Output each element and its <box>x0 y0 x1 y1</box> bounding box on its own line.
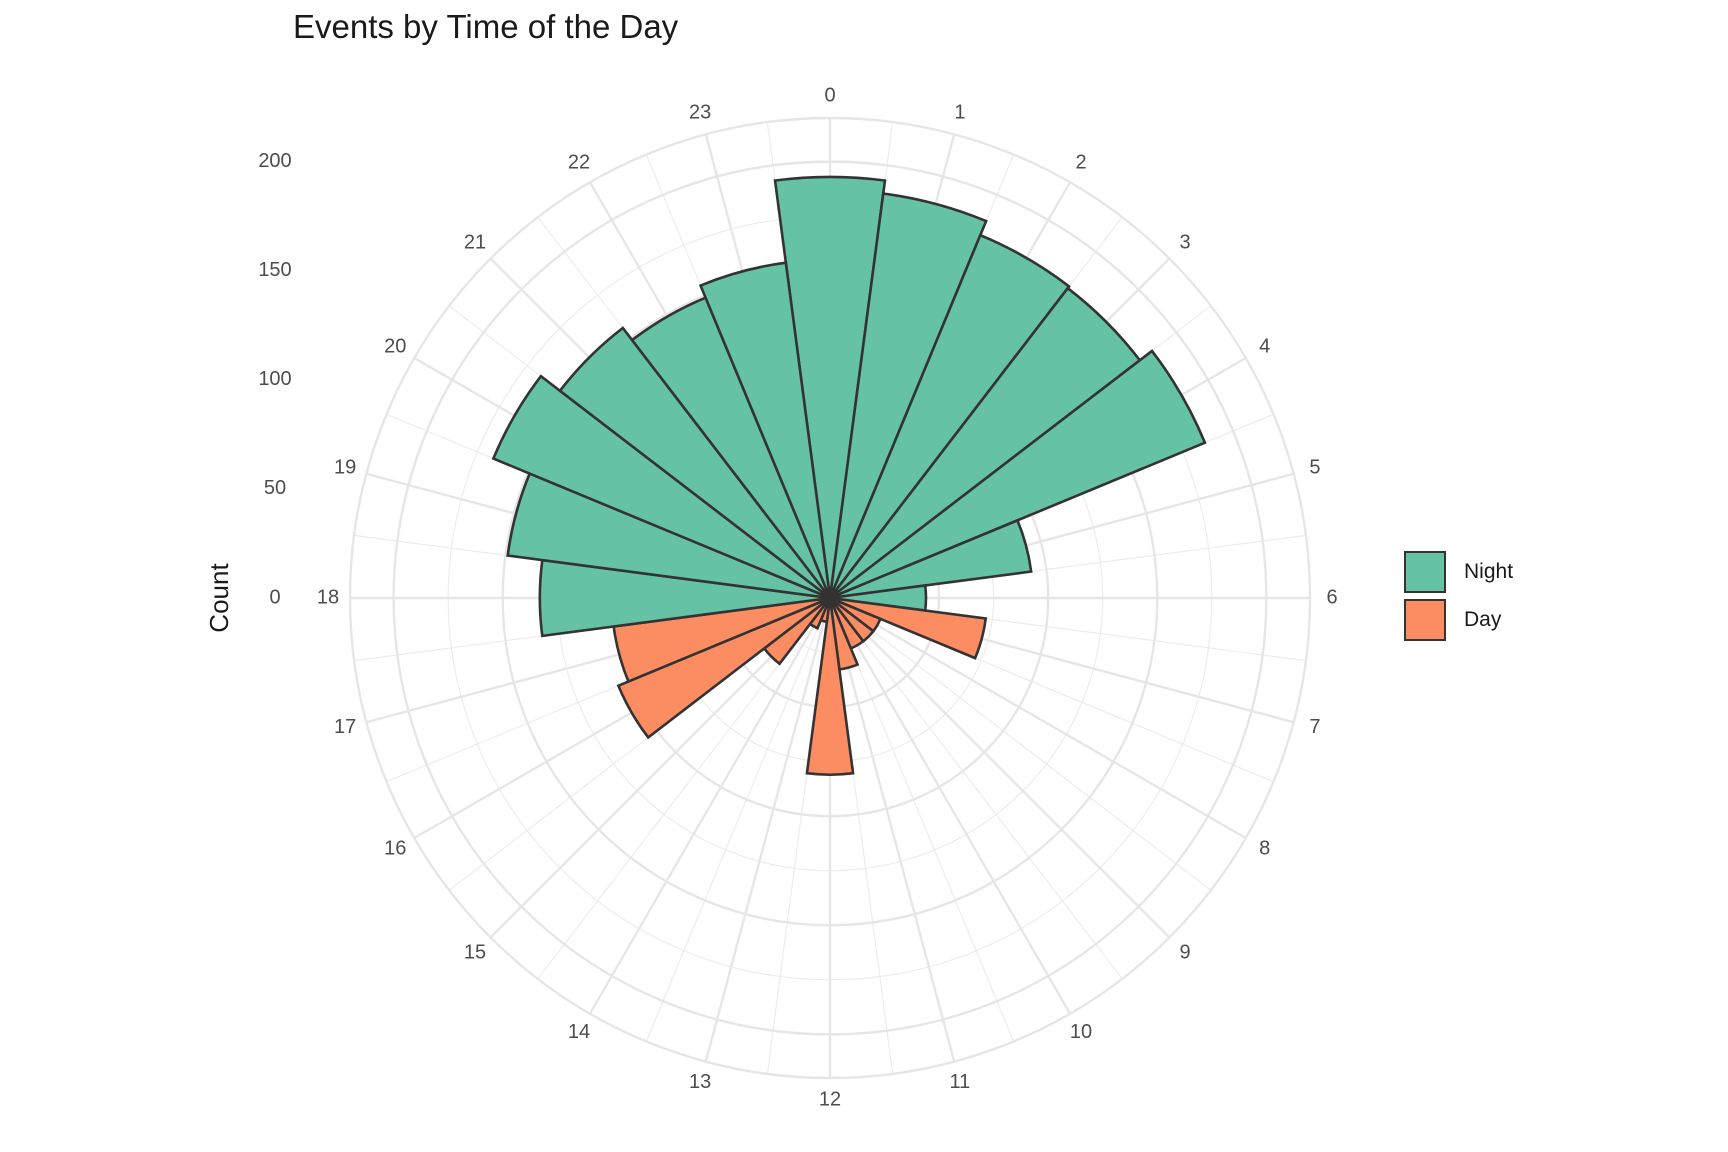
legend-item-day: Day <box>1404 596 1513 644</box>
legend-item-night: Night <box>1404 548 1513 596</box>
grid-spoke <box>588 597 832 1015</box>
hour-label-5: 5 <box>1309 456 1320 478</box>
y-axis-label: Count <box>204 563 234 633</box>
grid-spoke-minor <box>829 597 1123 980</box>
hour-label-17: 17 <box>334 716 356 738</box>
hour-label-4: 4 <box>1259 335 1270 357</box>
grid-spoke-minor <box>829 597 1212 891</box>
hour-label-10: 10 <box>1070 1021 1092 1043</box>
legend: Night Day <box>1404 548 1513 644</box>
grid-spoke <box>828 597 1072 1015</box>
legend-label-night: Night <box>1464 560 1514 583</box>
bar-day-hour-16 <box>616 596 831 740</box>
hour-label-7: 7 <box>1309 716 1320 738</box>
hour-label-11: 11 <box>950 1071 971 1093</box>
bar-night-hour-2 <box>828 233 1071 599</box>
r-tick-label: 200 <box>258 150 291 172</box>
grid-spoke <box>829 596 1247 840</box>
r-tick-label: 0 <box>269 586 280 608</box>
hour-label-8: 8 <box>1259 837 1270 859</box>
legend-label-day: Day <box>1464 608 1502 631</box>
hour-label-20: 20 <box>384 335 406 357</box>
bar-night-hour-0 <box>773 175 887 599</box>
hour-label-23: 23 <box>689 101 711 123</box>
hour-label-19: 19 <box>334 456 356 478</box>
hour-label-12: 12 <box>819 1088 841 1110</box>
hour-label-1: 1 <box>954 101 965 123</box>
hour-label-22: 22 <box>568 152 590 174</box>
bar-day-hour-12 <box>805 597 855 776</box>
chart-title: Events by Time of the Day <box>293 8 679 45</box>
legend-swatch-day <box>1404 599 1446 641</box>
grid-spoke-minor <box>829 597 1015 1042</box>
hour-label-13: 13 <box>689 1071 711 1093</box>
grid-spoke <box>829 597 1171 939</box>
legend-swatch-night <box>1404 551 1446 593</box>
hour-label-3: 3 <box>1179 231 1190 253</box>
hour-label-21: 21 <box>464 231 486 253</box>
hour-label-9: 9 <box>1179 941 1190 963</box>
bar-night-hour-21 <box>558 326 832 600</box>
grid-spoke <box>828 597 956 1062</box>
hour-label-15: 15 <box>464 941 486 963</box>
grid-spoke <box>704 597 832 1062</box>
r-tick-label: 150 <box>258 259 291 281</box>
radial-ticks: 0 50 100 150 200 <box>258 150 291 608</box>
bar-night-hour-1 <box>828 192 988 599</box>
bar-night-hour-5 <box>829 518 1033 600</box>
hour-label-14: 14 <box>568 1021 590 1043</box>
hour-label-0: 0 <box>824 84 835 106</box>
bar-night-hour-4 <box>829 349 1207 600</box>
hour-label-18: 18 <box>317 586 339 608</box>
hour-label-16: 16 <box>384 837 406 859</box>
bar-night-hour-23 <box>698 261 832 599</box>
bar-night-hour-20 <box>491 374 831 600</box>
grid-spoke-minor <box>645 597 831 1042</box>
hour-label-2: 2 <box>1075 152 1086 174</box>
hour-label-6: 6 <box>1326 586 1337 608</box>
r-tick-label: 100 <box>258 368 291 390</box>
r-tick-label: 50 <box>264 477 286 499</box>
bars <box>491 175 1207 776</box>
